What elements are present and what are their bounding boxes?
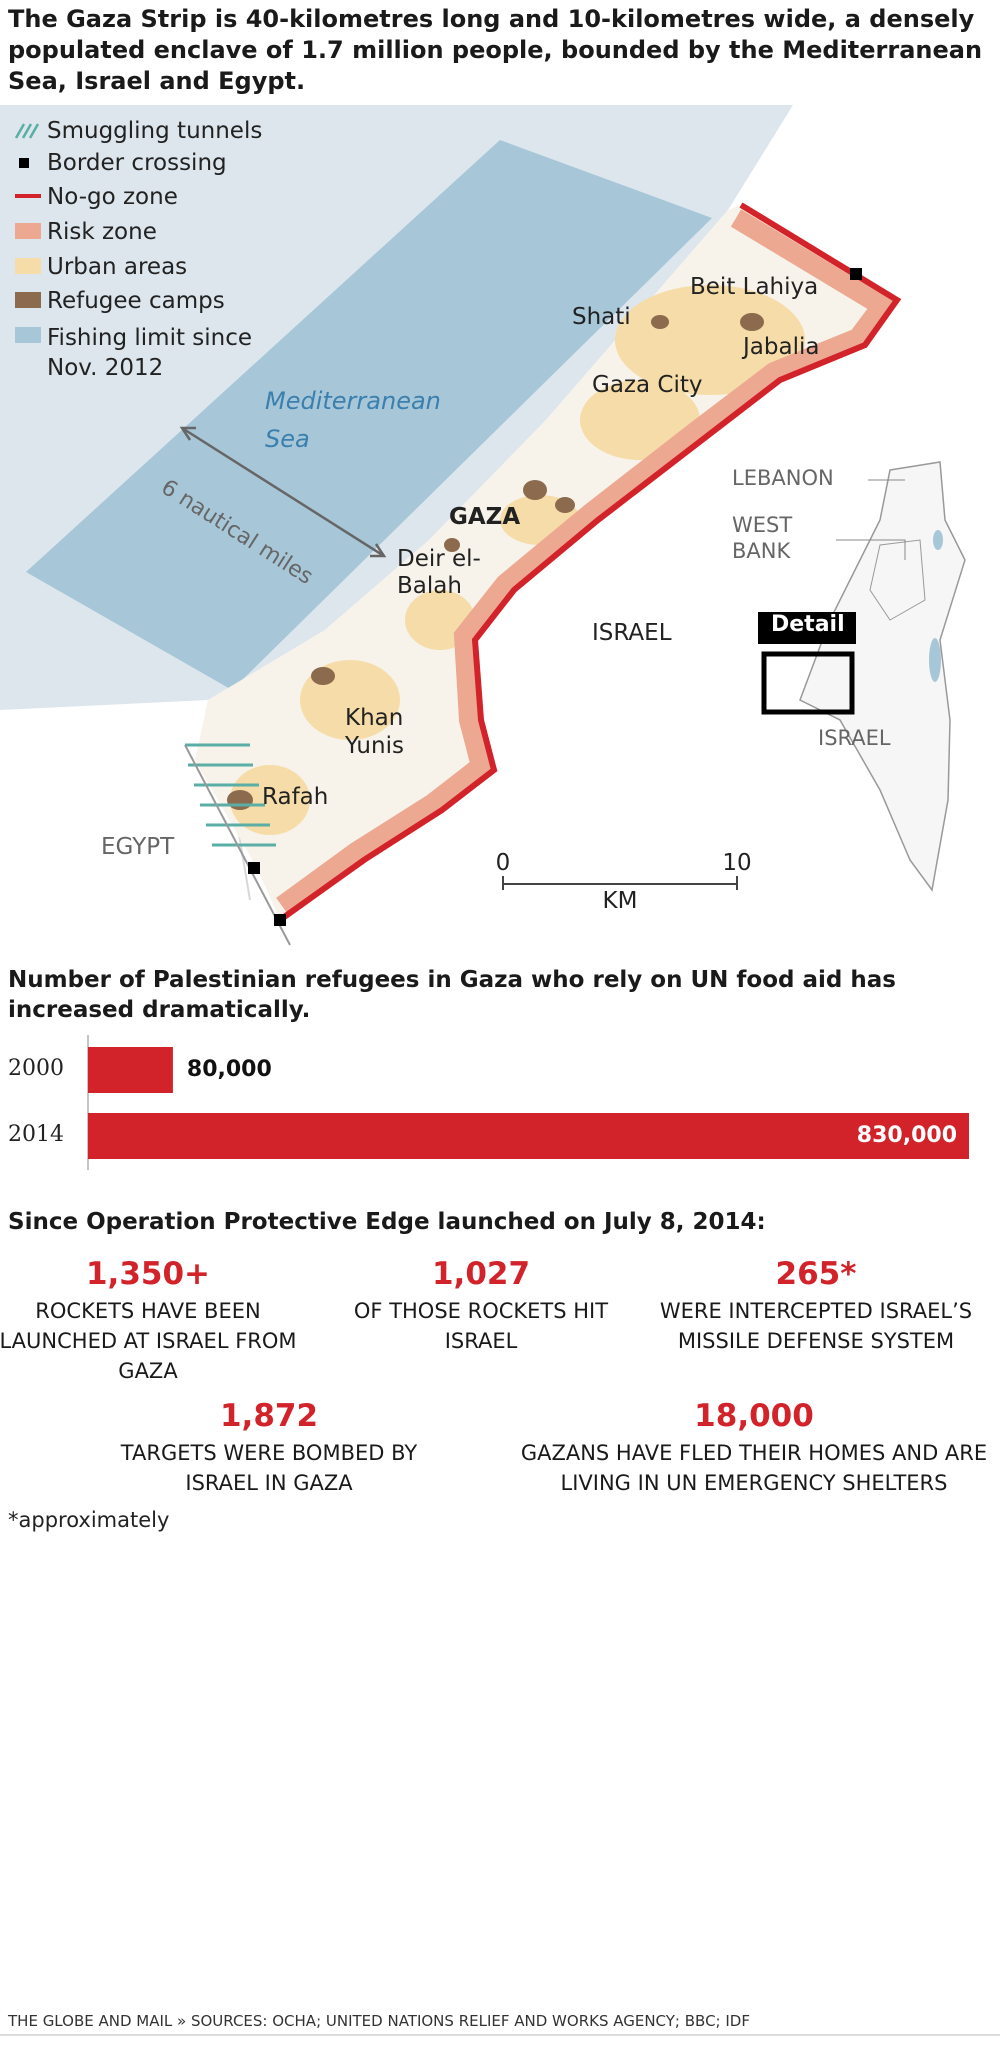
scale-unit: KM — [602, 888, 638, 914]
fishing-limit — [26, 140, 712, 690]
stat-text: targets were bombed by Israel in Gaza — [120, 1441, 418, 1495]
inset-label: WEST BANK — [732, 513, 793, 563]
stat-text: were intercepted Israel’s missile defens… — [659, 1299, 973, 1353]
legend-label: Refugee camps — [47, 288, 225, 314]
legend-label: Fishing limit since Nov. 2012 — [47, 325, 253, 381]
category-label: 2000 — [8, 1056, 64, 1081]
egypt-border — [184, 744, 291, 946]
inset-lakes — [929, 530, 943, 682]
value-label: 830,000 — [856, 1123, 957, 1148]
leader-line — [836, 539, 906, 560]
detail-box — [761, 651, 855, 715]
stat-value: 265* — [775, 1256, 857, 1292]
place-label: Khan Yunis — [345, 705, 404, 759]
place-label: ISRAEL — [592, 620, 672, 646]
inset-west-bank — [869, 539, 926, 621]
stat-text: of those rockets hit Israel — [353, 1299, 609, 1353]
detail-tag — [758, 612, 856, 644]
legend-label: Border crossing — [47, 150, 227, 176]
footnote: *approximately — [8, 1508, 170, 1532]
inset-label: LEBANON — [732, 466, 834, 490]
footer: THE GLOBE AND MAIL » SOURCES: OCHA; UNIT… — [8, 2012, 750, 2030]
smuggling-tunnels — [185, 743, 276, 847]
legend-label: Risk zone — [47, 219, 157, 245]
inset-israel — [799, 461, 966, 892]
stat-value: 1,027 — [431, 1256, 531, 1292]
inset-label: Detail — [771, 612, 845, 637]
border-crossings — [248, 268, 862, 926]
place-label: Beit Lahiya — [690, 274, 819, 300]
scale-tick-label: 0 — [495, 850, 511, 876]
stat-text: Rockets have been launched at Israel fro… — [0, 1299, 297, 1383]
stats-heading: Since Operation Protective Edge launched… — [8, 1209, 766, 1235]
stat-value: 1,872 — [219, 1398, 319, 1434]
legend-icons — [14, 123, 41, 343]
stat-text: Gazans have fled their homes and are liv… — [520, 1441, 988, 1495]
chart-title: Number of Palestinian refugees in Gaza w… — [8, 967, 896, 1023]
title: The Gaza Strip is 40-kilometres long and… — [8, 5, 983, 95]
bar — [88, 1113, 969, 1159]
scale-bar — [502, 876, 738, 890]
scale-tick-label: 10 — [722, 850, 752, 876]
place-label: GAZA — [449, 504, 521, 530]
bar — [88, 1047, 173, 1093]
risk-zone — [276, 209, 897, 915]
sea-label: Mediterranean Sea — [265, 387, 441, 453]
stat-value: 1,350+ — [85, 1256, 211, 1292]
legend-label: Urban areas — [47, 254, 188, 280]
place-label: Gaza City — [592, 372, 703, 398]
place-label: Deir el-Balah — [397, 546, 481, 599]
value-label: 80,000 — [186, 1057, 272, 1082]
place-label: Rafah — [262, 784, 329, 810]
place-label: EGYPT — [101, 834, 175, 860]
category-label: 2014 — [8, 1122, 64, 1147]
legend-label: Smuggling tunnels — [47, 118, 263, 144]
legend-label: No-go zone — [47, 184, 178, 210]
inset-label: ISRAEL — [818, 726, 891, 750]
place-label: Jabalia — [743, 334, 820, 360]
no-go-zone — [278, 202, 902, 923]
stat-value: 18,000 — [694, 1398, 814, 1434]
distance-arrow — [179, 426, 387, 558]
place-label: Shati — [572, 304, 631, 330]
